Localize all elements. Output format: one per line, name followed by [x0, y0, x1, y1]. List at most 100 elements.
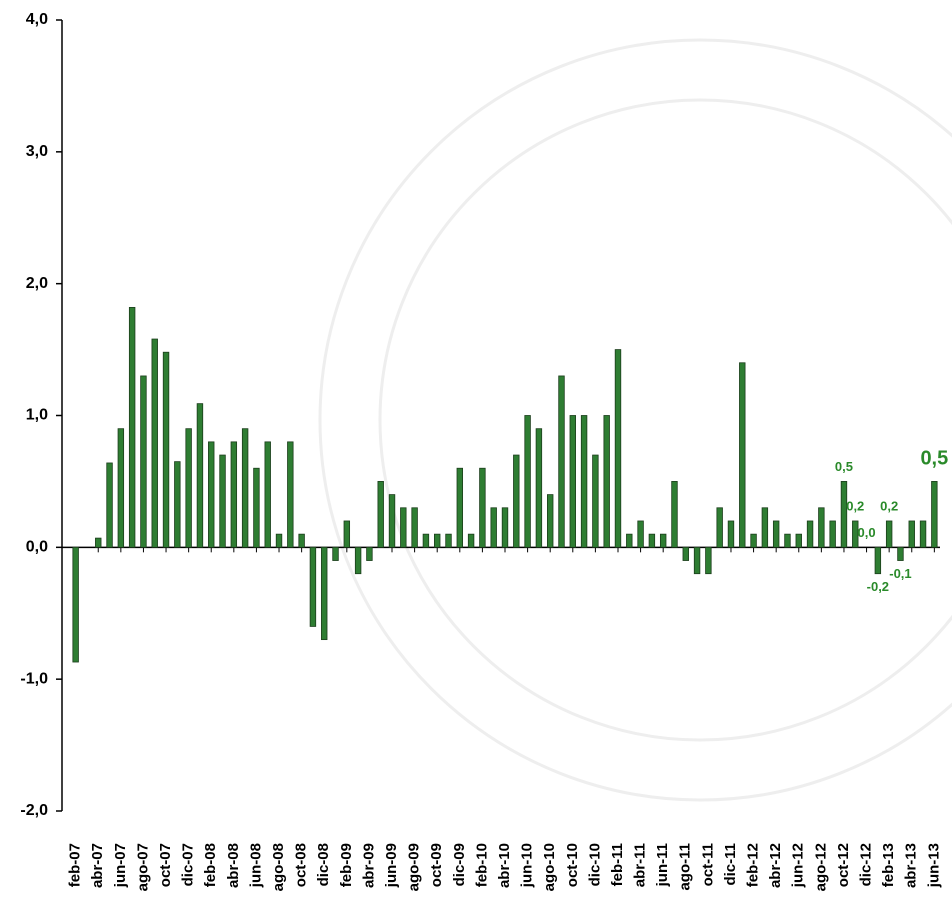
bar	[593, 455, 599, 547]
bar	[717, 508, 723, 548]
x-tick-label: oct-07	[157, 843, 174, 887]
bar	[773, 521, 779, 547]
bar	[728, 521, 734, 547]
x-tick-label: jun-08	[247, 843, 264, 888]
data-label: 0,2	[846, 498, 864, 513]
bar	[333, 547, 339, 560]
data-label: 0,0	[858, 525, 876, 540]
bar	[129, 307, 135, 547]
bar	[706, 547, 712, 573]
bar	[389, 495, 395, 548]
bar	[660, 534, 666, 547]
bar	[875, 547, 881, 573]
bar	[231, 442, 237, 547]
bar	[423, 534, 429, 547]
bar	[480, 468, 486, 547]
x-tick-label: ago-07	[134, 843, 151, 891]
bar	[649, 534, 655, 547]
watermark	[320, 40, 952, 800]
bar	[468, 534, 474, 547]
bar	[163, 352, 169, 547]
bar	[276, 534, 282, 547]
x-tick-label: abr-10	[496, 843, 513, 888]
bar	[242, 429, 248, 548]
bar	[107, 463, 113, 547]
bar	[446, 534, 452, 547]
x-tick-label: feb-12	[745, 843, 762, 887]
x-tick-label: oct-10	[564, 843, 581, 887]
bar	[898, 547, 904, 560]
data-label: 0,5	[835, 459, 853, 474]
x-tick-label: ago-11	[677, 843, 694, 891]
bar	[321, 547, 327, 639]
y-tick-label: 2,0	[26, 275, 48, 292]
bar	[141, 376, 147, 547]
x-tick-label: feb-08	[202, 843, 219, 887]
y-tick-label: 0,0	[26, 539, 48, 556]
bar	[378, 481, 384, 547]
bar	[762, 508, 768, 548]
bar	[525, 416, 531, 548]
bar	[73, 547, 79, 662]
bar	[785, 534, 791, 547]
bar	[208, 442, 214, 547]
x-tick-label: abr-07	[89, 843, 106, 888]
bar	[265, 442, 271, 547]
bar	[254, 468, 260, 547]
x-tick-label: ago-12	[812, 843, 829, 891]
x-tick-label: feb-13	[880, 843, 897, 887]
bar	[638, 521, 644, 547]
x-tick-label: feb-07	[67, 843, 84, 887]
bar	[434, 534, 440, 547]
bar	[604, 416, 610, 548]
x-tick-label: feb-10	[473, 843, 490, 887]
y-tick-label: -2,0	[20, 802, 48, 819]
bar	[830, 521, 836, 547]
data-label: 0,5	[920, 448, 948, 470]
bar	[796, 534, 802, 547]
x-tick-label: dic-12	[858, 843, 875, 886]
x-tick-label: ago-09	[406, 843, 423, 891]
bar	[95, 538, 101, 547]
x-tick-label: oct-12	[835, 843, 852, 887]
bar	[886, 521, 892, 547]
chart: -2,0-1,00,01,02,03,04,0feb-07abr-07jun-0…	[0, 0, 952, 924]
bar	[513, 455, 519, 547]
bar	[186, 429, 192, 548]
bar	[310, 547, 316, 626]
x-tick-label: ago-08	[270, 843, 287, 891]
bar	[615, 350, 621, 548]
bar	[197, 404, 203, 548]
data-label: -0,2	[867, 579, 889, 594]
bar	[841, 481, 847, 547]
bar	[412, 508, 418, 548]
x-tick-label: dic-09	[451, 843, 468, 886]
data-label: -0,1	[889, 566, 911, 581]
bar	[909, 521, 915, 547]
y-tick-label: 4,0	[26, 11, 48, 28]
x-tick-label: dic-07	[180, 843, 197, 886]
bar	[581, 416, 587, 548]
bar	[920, 521, 926, 547]
x-tick-label: oct-11	[699, 843, 716, 886]
x-tick-label: abr-12	[767, 843, 784, 888]
bar	[683, 547, 689, 560]
bar	[694, 547, 700, 573]
bar	[502, 508, 508, 548]
bar	[751, 534, 757, 547]
x-tick-label: jun-13	[925, 843, 942, 888]
bar	[807, 521, 813, 547]
bar	[491, 508, 497, 548]
y-tick-label: -1,0	[20, 670, 48, 687]
bar	[547, 495, 553, 548]
x-tick-label: dic-11	[722, 843, 739, 886]
bar	[739, 363, 745, 548]
bar	[559, 376, 565, 547]
bar	[626, 534, 632, 547]
x-tick-label: oct-08	[293, 843, 310, 887]
x-tick-label: feb-11	[609, 843, 626, 886]
bar	[344, 521, 350, 547]
y-tick-label: 1,0	[26, 407, 48, 424]
bar	[118, 429, 124, 548]
data-label: 0,2	[880, 498, 898, 513]
